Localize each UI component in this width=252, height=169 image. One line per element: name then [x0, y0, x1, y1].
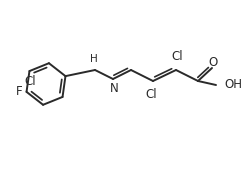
- Text: H: H: [90, 54, 98, 64]
- Text: Cl: Cl: [145, 88, 157, 101]
- Text: Cl: Cl: [171, 51, 183, 64]
- Text: O: O: [208, 56, 218, 69]
- Text: F: F: [16, 85, 23, 98]
- Text: OH: OH: [224, 78, 242, 91]
- Text: N: N: [110, 81, 118, 94]
- Text: Cl: Cl: [25, 75, 36, 88]
